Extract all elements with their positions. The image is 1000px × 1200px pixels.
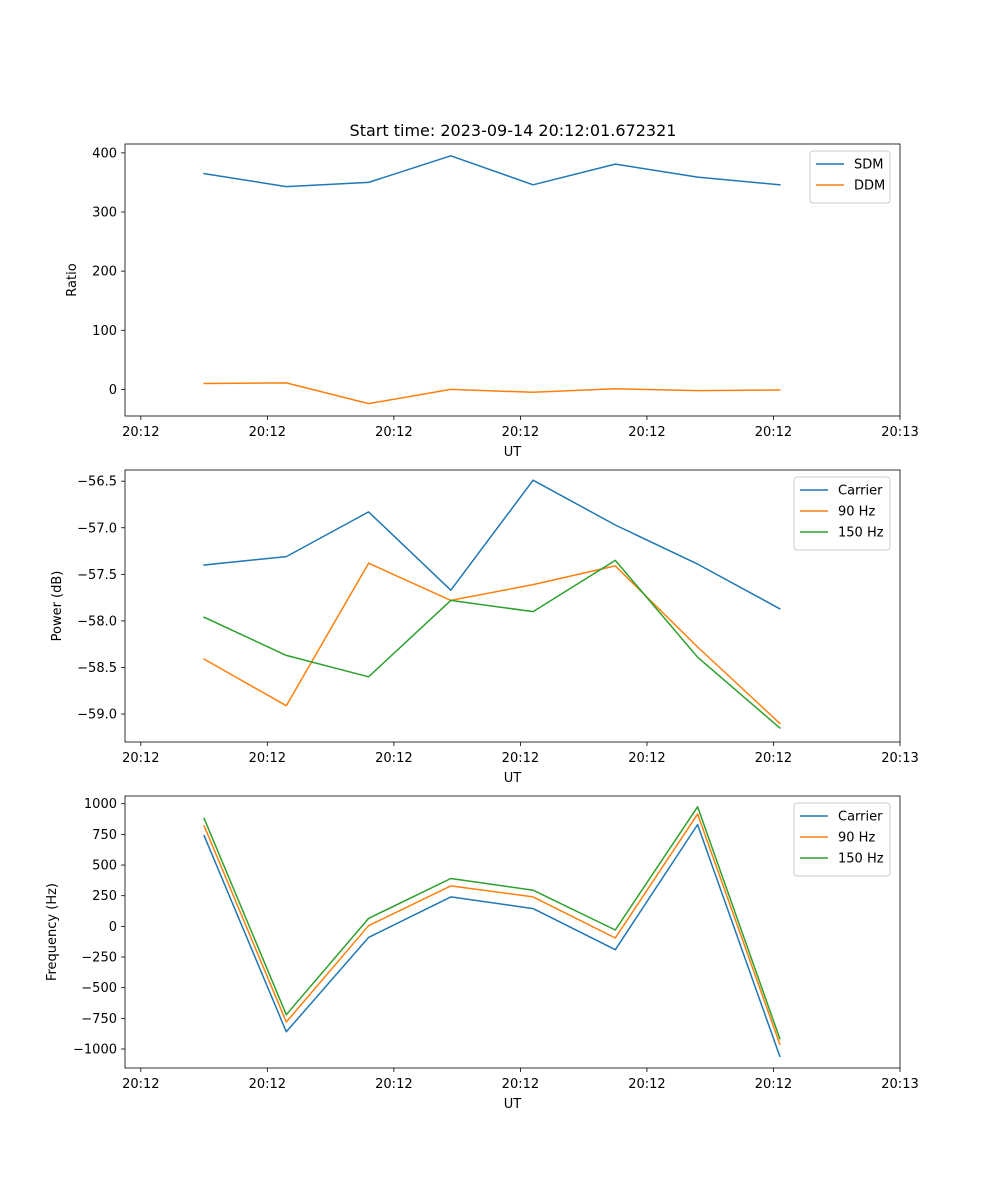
y-tick-label: 0 (109, 383, 117, 398)
y-tick-label: −58.0 (77, 614, 117, 629)
axes-frame (124, 469, 901, 743)
y-tick-label: −500 (81, 981, 117, 996)
legend-label-150-hz: 150 Hz (838, 852, 884, 867)
subplot-3: 20:12 20:12 20:12 20:12 20:12 20:12 20:13 UT −10… (45, 795, 919, 1112)
series-lines (203, 479, 781, 730)
x-tick-label: 20:13 (881, 425, 918, 440)
x-tick-label: 20:12 (755, 751, 792, 766)
y-tick-label: −750 (81, 1012, 117, 1027)
plots: 20:12 20:12 20:12 20:12 20:12 20:12 20:13 UT 0 10… (45, 143, 919, 1112)
legend-label-sdm: SDM (854, 158, 883, 173)
y-tick-label: −1000 (73, 1042, 117, 1057)
series-line-150-hz (203, 806, 781, 1040)
subplot-2: 20:12 20:12 20:12 20:12 20:12 20:12 20:13 UT −59… (50, 469, 919, 786)
y-tick-label: 0 (109, 920, 117, 935)
legend-label-carrier: Carrier (838, 810, 883, 825)
y-tick-label: −59.0 (77, 708, 117, 723)
y-tick-label: −56.5 (77, 475, 117, 490)
x-tick-label: 20:12 (755, 425, 792, 440)
x-tick-label: 20:12 (628, 425, 665, 440)
x-tick-label: 20:13 (881, 751, 918, 766)
x-tick-label: 20:12 (502, 1077, 539, 1092)
y-axis-label: Ratio (65, 263, 80, 296)
y-axis-label: Frequency (Hz) (45, 883, 60, 981)
series-line-carrier (203, 823, 781, 1058)
x-tick-label: 20:12 (122, 1077, 159, 1092)
x-tick-label: 20:12 (628, 1077, 665, 1092)
x-tick-label: 20:12 (375, 425, 412, 440)
legend-label-carrier: Carrier (838, 484, 883, 499)
x-tick-label: 20:12 (249, 751, 286, 766)
x-tick-label: 20:12 (375, 751, 412, 766)
x-tick-label: 20:12 (249, 425, 286, 440)
y-tick-label: 300 (92, 206, 117, 221)
legend-label-150-hz: 150 Hz (838, 526, 884, 541)
x-tick-label: 20:12 (249, 1077, 286, 1092)
series-line-sdm (203, 155, 781, 188)
x-tick-label: 20:12 (122, 425, 159, 440)
y-tick-label: −57.0 (77, 521, 117, 536)
x-tick-label: 20:12 (502, 751, 539, 766)
legend: Carrier 90 Hz 150 Hz (793, 802, 891, 877)
x-tick-label: 20:12 (122, 751, 159, 766)
series-line-90-hz (203, 562, 781, 725)
y-tick-label: −250 (81, 951, 117, 966)
series-line-ddm (203, 382, 781, 405)
y-tick-label: 200 (92, 265, 117, 280)
legend-label-90-hz: 90 Hz (838, 505, 875, 520)
y-axis-label: Power (dB) (50, 571, 65, 642)
axes-frame (124, 143, 901, 417)
y-tick-label: 250 (92, 889, 117, 904)
series-line-150-hz (203, 559, 781, 730)
legend: Carrier 90 Hz 150 Hz (793, 476, 891, 551)
y-tick-label: 750 (92, 828, 117, 843)
legend-label-ddm: DDM (854, 179, 885, 194)
chart-title: Start time: 2023-09-14 20:12:01.672321 (350, 121, 677, 140)
series-line-carrier (203, 479, 781, 610)
series-lines (203, 155, 781, 405)
x-tick-label: 20:12 (375, 1077, 412, 1092)
x-tick-label: 20:13 (881, 1077, 918, 1092)
y-tick-label: −57.5 (77, 568, 117, 583)
legend-label-90-hz: 90 Hz (838, 831, 875, 846)
y-tick-label: 100 (92, 324, 117, 339)
x-axis-label: UT (504, 445, 522, 460)
x-tick-label: 20:12 (502, 425, 539, 440)
axes-frame (124, 795, 901, 1069)
legend: SDM DDM (809, 150, 891, 204)
y-tick-label: 1000 (84, 797, 117, 812)
series-line-90-hz (203, 813, 781, 1046)
y-tick-label: 500 (92, 859, 117, 874)
x-axis-label: UT (504, 1097, 522, 1112)
x-axis-label: UT (504, 771, 522, 786)
y-tick-label: −58.5 (77, 661, 117, 676)
x-tick-label: 20:12 (628, 751, 665, 766)
x-tick-label: 20:12 (755, 1077, 792, 1092)
subplot-1: 20:12 20:12 20:12 20:12 20:12 20:12 20:13 UT 0 10… (65, 143, 919, 460)
series-lines (203, 806, 781, 1058)
y-tick-label: 400 (92, 146, 117, 161)
